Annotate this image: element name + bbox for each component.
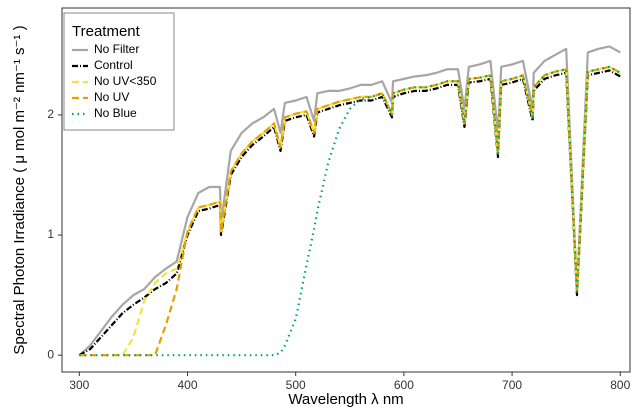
x-tick-label: 400 bbox=[177, 378, 197, 392]
series-line bbox=[78, 45, 621, 357]
plot-frame bbox=[61, 7, 631, 373]
x-axis-title: Wavelength λ nm bbox=[288, 391, 403, 408]
x-tick-label: 600 bbox=[394, 378, 414, 392]
legend-label: No Blue bbox=[94, 106, 137, 120]
legend-title: Treatment bbox=[72, 23, 141, 40]
y-tick-label: 0 bbox=[47, 347, 54, 361]
series-line bbox=[78, 69, 621, 357]
x-tick-label: 800 bbox=[610, 378, 630, 392]
legend-label: No Filter bbox=[94, 42, 139, 56]
x-tick-label: 300 bbox=[69, 378, 89, 392]
x-tick-label: 700 bbox=[502, 378, 522, 392]
legend-label: Control bbox=[94, 58, 133, 72]
y-axis-title: Spectral Photon Irradiance ( μ mol m⁻² n… bbox=[11, 25, 28, 354]
series-line bbox=[79, 65, 621, 357]
legend-label: No UV<350 bbox=[94, 74, 157, 88]
series-line bbox=[79, 65, 621, 357]
y-tick-label: 1 bbox=[47, 227, 54, 241]
legend-label: No UV bbox=[94, 90, 129, 104]
x-tick-label: 500 bbox=[286, 378, 306, 392]
y-tick-label: 2 bbox=[47, 107, 54, 121]
legend-box bbox=[63, 12, 175, 131]
legend: Treatment No Filter Control No UV<350 No UV… bbox=[63, 12, 175, 131]
